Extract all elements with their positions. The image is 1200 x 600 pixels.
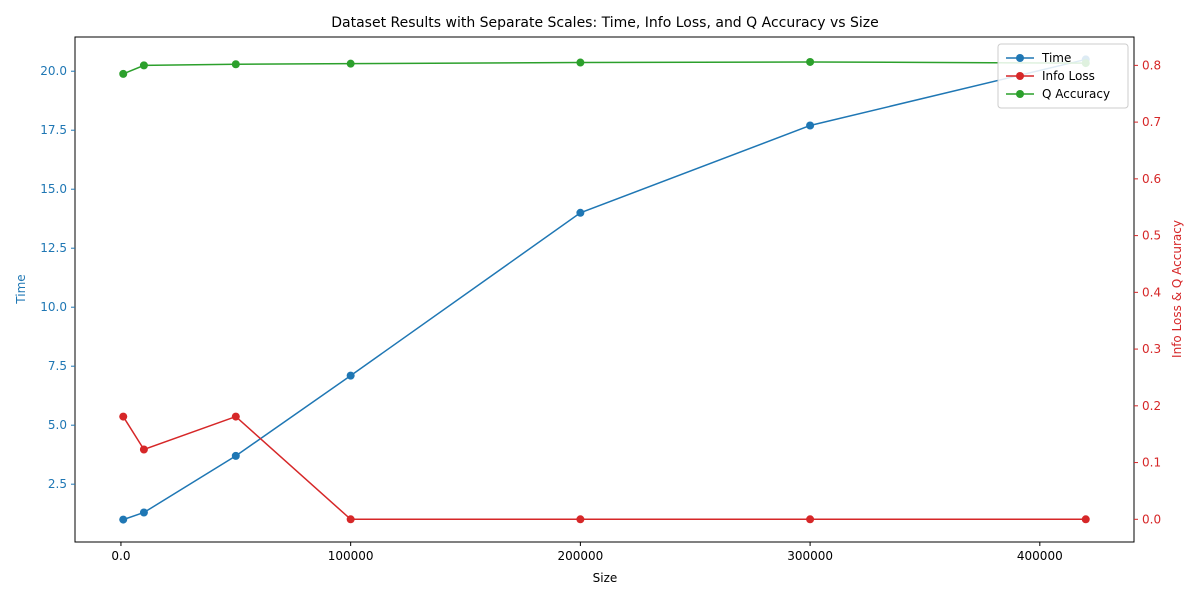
y-right-tick-label: 0.4 xyxy=(1142,285,1161,299)
data-point-time xyxy=(806,121,815,130)
data-point-q-accuracy xyxy=(231,60,240,69)
x-axis-label: Size xyxy=(593,571,618,585)
data-point-time xyxy=(576,208,585,217)
x-tick-label: 100000 xyxy=(328,549,374,563)
data-point-info-loss xyxy=(119,412,128,421)
y-left-tick-label: 7.5 xyxy=(48,359,67,373)
y-left-tick-label: 10.0 xyxy=(40,300,67,314)
plot-frame xyxy=(74,36,1135,543)
y-right-tick-label: 0.6 xyxy=(1142,172,1161,186)
legend-marker xyxy=(1016,90,1024,98)
data-point-info-loss xyxy=(139,445,148,454)
data-point-time xyxy=(139,508,148,517)
data-point-q-accuracy xyxy=(576,58,585,67)
y-right-tick-label: 0.7 xyxy=(1142,115,1161,129)
y-right-tick-label: 0.8 xyxy=(1142,58,1161,72)
y-left-tick-label: 5.0 xyxy=(48,418,67,432)
data-point-time xyxy=(231,451,240,460)
y-right-tick-label: 0.0 xyxy=(1142,512,1161,526)
data-point-q-accuracy xyxy=(806,57,815,66)
data-point-info-loss xyxy=(576,515,585,524)
legend: Time Info Loss Q Accuracy xyxy=(997,43,1129,109)
x-tick-label: 200000 xyxy=(557,549,603,563)
series-line-q-accuracy xyxy=(122,61,1086,75)
legend-marker xyxy=(1016,72,1024,80)
legend-entry: Info Loss xyxy=(1042,69,1095,83)
x-tick-label: 300000 xyxy=(787,549,833,563)
legend-marker xyxy=(1016,54,1024,62)
axes: 0.0 100000 200000 300000 400000 2.5 5.0 7.5 10.0… xyxy=(40,36,1161,563)
data-point-info-loss xyxy=(231,412,240,421)
y-left-tick-label: 12.5 xyxy=(40,241,67,255)
y-left-tick-label: 20.0 xyxy=(40,64,67,78)
data-point-q-accuracy xyxy=(346,59,355,68)
y-right-tick-label: 0.3 xyxy=(1142,342,1161,356)
legend-box xyxy=(997,43,1129,109)
y-right-tick-label: 0.1 xyxy=(1142,456,1161,470)
y-right-tick-label: 0.5 xyxy=(1142,229,1161,243)
y-axis-left-label: Time xyxy=(14,274,28,304)
y-left-tick-label: 15.0 xyxy=(40,182,67,196)
series-line-time xyxy=(122,58,1086,521)
data-point-info-loss xyxy=(346,515,355,524)
data-point-info-loss xyxy=(806,515,815,524)
plot-area xyxy=(119,55,1090,524)
data-point-time xyxy=(119,515,128,524)
x-tick-label: 400000 xyxy=(1017,549,1063,563)
y-right-tick-label: 0.2 xyxy=(1142,399,1161,413)
y-left-tick-label: 2.5 xyxy=(48,477,67,491)
data-point-q-accuracy xyxy=(139,61,148,70)
data-point-time xyxy=(346,371,355,380)
y-axis-right-label: Info Loss & Q Accuracy xyxy=(1170,220,1184,358)
data-point-info-loss xyxy=(1081,515,1090,524)
series-line-info-loss xyxy=(122,415,1086,521)
legend-entry: Time xyxy=(1041,51,1071,65)
data-point-q-accuracy xyxy=(119,69,128,78)
chart-title: Dataset Results with Separate Scales: Ti… xyxy=(331,15,879,31)
x-tick-label: 0.0 xyxy=(111,549,130,563)
legend-entry: Q Accuracy xyxy=(1042,87,1110,101)
y-left-tick-label: 17.5 xyxy=(40,123,67,137)
